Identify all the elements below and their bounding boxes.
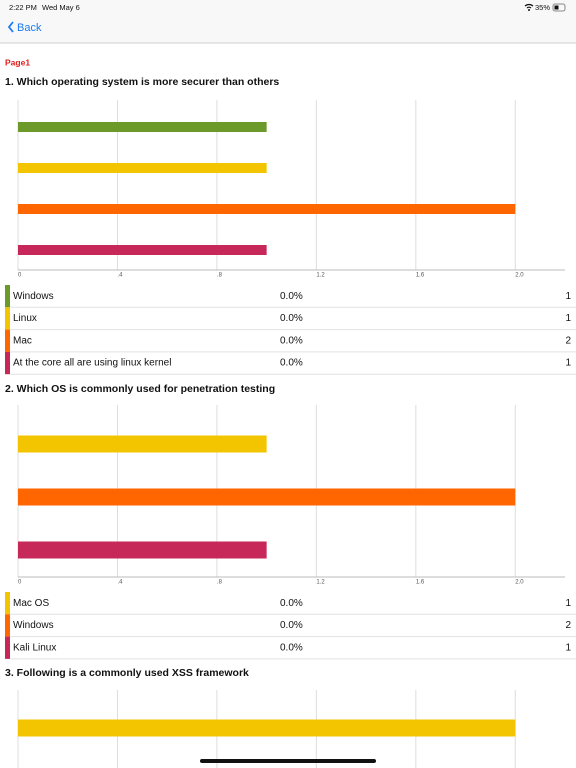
x-tick-label: 1.6 xyxy=(416,273,425,279)
color-swatch xyxy=(5,614,10,637)
x-tick-label: 1.2 xyxy=(316,580,325,586)
option-percent: 0.0% xyxy=(280,291,303,302)
bar xyxy=(18,122,267,132)
option-count: 1 xyxy=(565,358,571,369)
option-count: 1 xyxy=(565,598,571,609)
color-swatch xyxy=(5,285,10,308)
x-tick-label: 0 xyxy=(18,580,22,586)
page-label: Page1 xyxy=(5,57,30,67)
option-label: Mac xyxy=(13,335,32,346)
battery-level: 35% xyxy=(535,3,550,12)
question-title: 3. Following is a commonly used XSS fram… xyxy=(5,667,249,679)
x-tick-label: .8 xyxy=(217,273,223,279)
wifi-icon xyxy=(524,3,534,9)
option-label: Mac OS xyxy=(13,598,49,609)
x-tick-label: 1.6 xyxy=(416,580,425,586)
top-bar xyxy=(0,0,576,43)
status-time: 2:22 PM xyxy=(9,3,37,12)
bar xyxy=(18,488,516,506)
option-percent: 0.0% xyxy=(280,620,303,631)
x-tick-label: 2.0 xyxy=(515,580,524,586)
option-percent: 0.0% xyxy=(280,358,303,369)
bar xyxy=(18,719,516,737)
question-title: 1. Which operating system is more secure… xyxy=(5,76,279,88)
wifi-dot xyxy=(528,9,530,11)
option-percent: 0.0% xyxy=(280,313,303,324)
option-count: 2 xyxy=(565,335,571,346)
bar xyxy=(18,163,267,173)
bar xyxy=(18,245,267,255)
option-count: 2 xyxy=(565,620,571,631)
color-swatch xyxy=(5,307,10,330)
x-tick-label: .4 xyxy=(117,273,123,279)
x-tick-label: .8 xyxy=(217,580,223,586)
option-percent: 0.0% xyxy=(280,598,303,609)
color-swatch xyxy=(5,636,10,659)
back-chevron[interactable] xyxy=(7,21,14,33)
option-count: 1 xyxy=(565,313,571,324)
color-swatch xyxy=(5,329,10,352)
option-label: Linux xyxy=(13,313,37,324)
option-label: Kali Linux xyxy=(13,642,56,653)
x-tick-label: 0 xyxy=(18,273,22,279)
color-swatch xyxy=(5,351,10,375)
option-percent: 0.0% xyxy=(280,642,303,653)
option-count: 1 xyxy=(565,642,571,653)
option-percent: 0.0% xyxy=(280,335,303,346)
option-label: At the core all are using linux kernel xyxy=(13,358,171,369)
battery-icon xyxy=(552,3,566,12)
option-label: Windows xyxy=(13,291,54,302)
x-tick-label: .4 xyxy=(117,580,123,586)
bar xyxy=(18,541,267,559)
battery-fill xyxy=(554,5,559,10)
option-count: 1 xyxy=(565,291,571,302)
bar xyxy=(18,435,267,453)
back-button[interactable]: Back xyxy=(17,22,42,34)
color-swatch xyxy=(5,592,10,615)
status-date: Wed May 6 xyxy=(42,3,80,12)
option-label: Windows xyxy=(13,620,54,631)
bar xyxy=(18,204,516,214)
question-title: 2. Which OS is commonly used for penetra… xyxy=(5,383,275,395)
home-indicator xyxy=(200,759,376,763)
x-tick-label: 1.2 xyxy=(316,273,325,279)
x-tick-label: 2.0 xyxy=(515,273,524,279)
